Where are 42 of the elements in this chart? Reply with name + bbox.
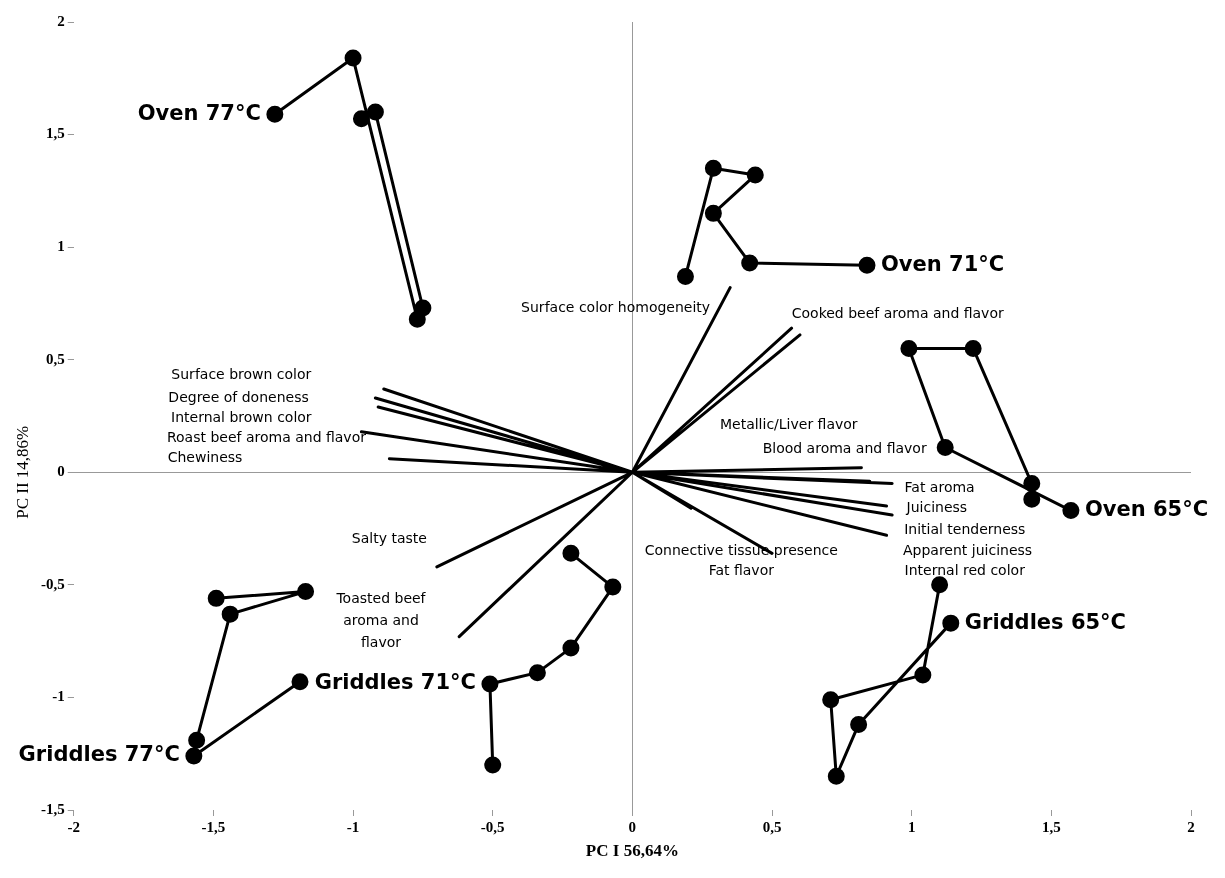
x-tick-label: 0,5: [762, 818, 782, 835]
annotation: Surface color homogeneity: [521, 298, 711, 315]
y-tick-label: -1,5: [41, 800, 65, 817]
y-tick-label: -0,5: [41, 575, 65, 592]
annotation: Juiciness: [905, 498, 968, 515]
y-tick-label: 1,5: [46, 125, 65, 142]
annotation: Apparent juiciness: [902, 541, 1033, 558]
x-axis-title: PC I 56,64%: [585, 841, 679, 861]
x-tick-label: -2: [67, 818, 80, 835]
x-tick-label: 0: [628, 818, 637, 835]
annotation: Blood aroma and flavor: [762, 440, 927, 457]
annotation: Internal red color: [904, 561, 1026, 578]
annotation: Degree of doneness: [168, 388, 309, 405]
x-tick-label: 1: [907, 818, 916, 835]
series-label: Oven 77°C: [137, 100, 261, 125]
x-tick-label: 1,5: [1041, 818, 1061, 835]
y-tick-label: -1: [52, 688, 65, 705]
y-tick-label: 0: [57, 463, 65, 480]
annotation: Fat aroma: [904, 478, 975, 495]
series-label: Oven 71°C: [881, 251, 1005, 276]
series-label: Griddles 71°C: [314, 670, 476, 695]
x-tick-label: -1: [346, 818, 360, 835]
y-tick-label: 1: [57, 238, 65, 255]
x-tick-label: 2: [1187, 818, 1195, 835]
y-tick-label: 2: [57, 12, 65, 29]
annotation: Surface brown color: [171, 366, 312, 383]
annotation: Internal brown color: [171, 408, 312, 425]
series-label: Griddles 77°C: [18, 742, 180, 767]
x-tick-label: -1,5: [201, 818, 226, 835]
annotation: Initial tenderness: [904, 521, 1026, 538]
annotation: Metallic/Liver flavor: [719, 415, 858, 432]
annotation: Fat flavor: [708, 561, 775, 578]
y-tick-label: 0,5: [46, 350, 65, 367]
series-label: Oven 65°C: [1084, 497, 1209, 522]
annotation: Cooked beef aroma and flavor: [791, 305, 1004, 322]
annotation: Salty taste: [351, 530, 427, 547]
x-tick-label: -0,5: [480, 818, 505, 835]
series-label: Griddles 65°C: [964, 609, 1127, 634]
y-axis-title: PC II 14,86%: [13, 425, 33, 519]
annotation: Roast beef aroma and flavor: [166, 429, 367, 446]
annotation: Toasted beef aroma and flavor: [335, 589, 427, 650]
annotation: Chewiness: [167, 449, 243, 466]
